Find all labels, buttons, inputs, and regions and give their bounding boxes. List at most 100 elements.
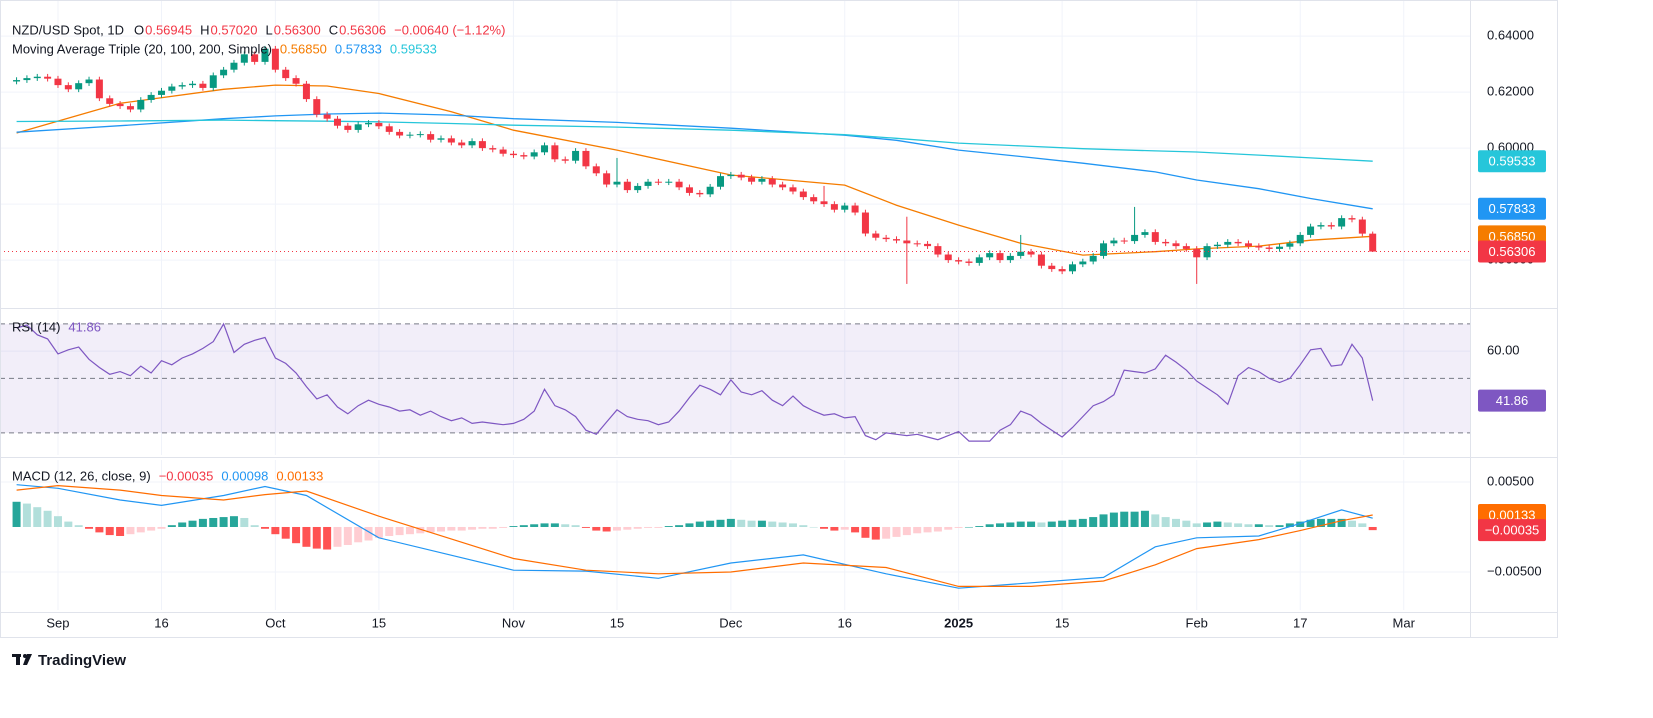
indicator-line [16,119,1373,162]
candle-body [427,134,435,140]
histogram-bar [1099,514,1108,527]
candle-body [986,253,994,258]
ohlc-value: 0.56945 [145,22,192,37]
candle-body [44,76,52,79]
y-tick-label: −0.00500 [1487,563,1542,578]
histogram-bar [561,524,570,527]
candle-body [478,141,486,149]
histogram-bar [871,526,880,540]
candle-body [748,177,756,182]
candle-body [1151,232,1159,242]
candle-body [1100,243,1108,256]
histogram-bar [944,526,953,530]
histogram-bar [105,526,114,536]
candle-body [1286,243,1294,247]
candle-body [892,239,900,241]
candle-body [634,185,642,191]
candle-body [1224,241,1232,245]
indicator-line [16,112,1373,210]
candle-body [665,181,673,183]
histogram-bar [333,526,342,547]
candle-body [1213,244,1221,247]
histogram-bar [695,521,704,527]
histogram-bar [1223,522,1232,527]
candle-body [1058,269,1066,272]
histogram-bar [768,521,777,527]
histogram-bar [302,526,311,547]
candle-body [737,174,745,178]
candle-body [116,103,124,107]
candle-body [23,78,31,81]
histogram-bar [385,526,394,536]
histogram-bar [468,526,477,530]
ohlc-value: 0.56300 [274,22,321,37]
indicator-line [16,484,1373,587]
price-badge-label: 41.86 [1496,393,1529,408]
indicator-title: Moving Average Triple (20, 100, 200, Sim… [12,41,272,56]
candle-body [1317,225,1325,227]
candle-body [1203,246,1211,258]
tradingview-logo [12,654,32,665]
candle-body [365,122,373,125]
histogram-bar [1151,514,1160,527]
candle-body [230,62,238,70]
histogram-bar [778,522,787,527]
histogram-bar [53,516,62,527]
candle-body [1327,225,1335,227]
price-badge [1478,150,1546,173]
indicator-title: RSI (14) [12,319,60,334]
histogram-bar [1140,510,1149,527]
candle-body [1172,243,1180,247]
ohlc-value: 0.56306 [339,22,386,37]
candle-body [1234,241,1242,244]
histogram-bar [530,524,539,527]
candle-body [1265,247,1273,249]
candle-body [509,153,517,156]
y-tick-label: 0.64000 [1487,28,1534,43]
candle-body [727,174,735,177]
candle-body [106,98,114,104]
ohlc-key: H [200,22,209,37]
candle-body [1027,251,1035,255]
candle-body [416,134,424,136]
histogram-bar [519,525,528,527]
histogram-bar [198,518,207,527]
candle-body [447,138,455,143]
candle-body [261,48,269,62]
candle-body [157,90,165,95]
candle-body [313,99,321,115]
histogram-bar [757,520,766,527]
histogram-bar [64,521,73,527]
histogram-bar [664,526,673,527]
candle-body [810,197,818,202]
histogram-bar [550,523,559,527]
histogram-bar [1089,517,1098,527]
candle-body [530,152,538,157]
candle-body [882,237,890,240]
change-value: −0.00640 (−1.12%) [394,22,505,37]
histogram-bar [219,517,228,527]
histogram-bar [74,525,83,527]
candle-body [437,138,445,140]
candle-body [1276,246,1284,249]
x-tick-label: 15 [610,615,624,630]
histogram-bar [985,524,994,527]
candle-body [1089,255,1097,262]
price-badge-label: 0.00133 [1489,507,1536,522]
histogram-bar [43,510,52,527]
histogram-bar [1161,517,1170,527]
price-badge-label: 0.57833 [1489,201,1536,216]
histogram-bar [12,501,21,527]
histogram-bar [1213,521,1222,527]
histogram-bar [1275,525,1284,527]
x-tick-label: 16 [837,615,851,630]
histogram-bar [250,525,259,527]
price-badge-label: 0.56850 [1489,229,1536,244]
histogram-bar [902,526,911,536]
candle-body [189,83,197,86]
candle-body [1120,240,1128,242]
x-tick-label: Nov [502,615,526,630]
histogram-bar [1172,518,1180,527]
candle-body [965,261,973,263]
histogram-bar [1265,525,1274,527]
